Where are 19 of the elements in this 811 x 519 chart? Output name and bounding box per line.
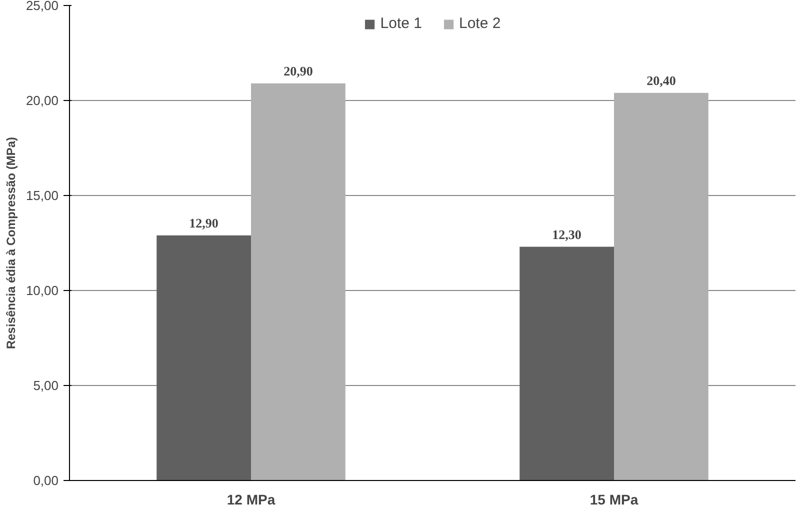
y-tick-label: 15,00 <box>26 188 59 203</box>
y-tick-label: 5,00 <box>33 378 59 393</box>
y-tick-label: 25,00 <box>26 0 59 13</box>
data-label: 12,30 <box>552 226 582 242</box>
x-tick-label: 15 MPa <box>590 492 638 508</box>
legend-label: Lote 2 <box>459 15 501 32</box>
y-tick-label: 20,00 <box>26 93 59 108</box>
data-label: 20,40 <box>646 72 676 88</box>
bar <box>156 235 251 480</box>
bar <box>520 246 614 480</box>
data-label: 12,90 <box>189 215 218 230</box>
y-tick-label: 10,00 <box>26 283 59 298</box>
legend-label: Lote 1 <box>380 15 422 32</box>
bar <box>614 92 708 480</box>
bar <box>251 83 346 480</box>
y-tick-label: 0,00 <box>33 473 59 488</box>
data-label: 20,90 <box>284 63 313 78</box>
x-tick-label: 12 MPa <box>226 492 276 508</box>
y-axis-title: Resisência édia à Compressão (MPa) <box>4 136 18 350</box>
